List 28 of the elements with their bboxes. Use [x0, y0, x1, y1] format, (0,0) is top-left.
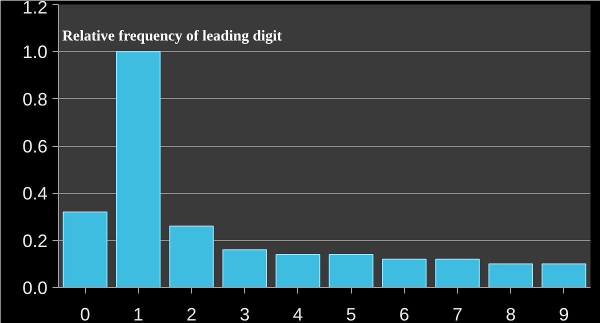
y-tick-label: 0.4 — [22, 184, 48, 204]
bar — [222, 249, 268, 288]
text: Relative frequency of leading digit — [62, 28, 282, 45]
bar — [488, 263, 534, 288]
bar — [382, 258, 427, 288]
x-tick-label: 8 — [506, 304, 516, 323]
x-tick-label: 0 — [80, 304, 90, 323]
x-tick-label: 9 — [558, 304, 569, 323]
bar — [116, 51, 161, 288]
bar — [169, 226, 214, 288]
x-tick-label: 7 — [452, 304, 463, 323]
y-tick-label: 0.8 — [22, 89, 48, 110]
y-tick-label: 0.0 — [22, 278, 48, 298]
bar — [328, 254, 374, 288]
bar — [435, 258, 480, 288]
bar — [542, 263, 586, 288]
y-tick-label: 0.6 — [22, 136, 48, 156]
x-tick-label: 5 — [346, 304, 356, 323]
x-tick-label: 3 — [240, 304, 250, 323]
bar — [276, 254, 320, 288]
y-tick-label: 0.2 — [22, 230, 48, 251]
bar — [62, 212, 108, 288]
x-tick-label: 2 — [186, 304, 197, 323]
x-tick-label: 1 — [133, 304, 144, 323]
y-tick-label: 1.2 — [22, 0, 48, 18]
y-tick-label: 1.0 — [22, 42, 48, 62]
x-tick-label: 6 — [399, 304, 410, 323]
x-tick-label: 4 — [292, 304, 303, 323]
